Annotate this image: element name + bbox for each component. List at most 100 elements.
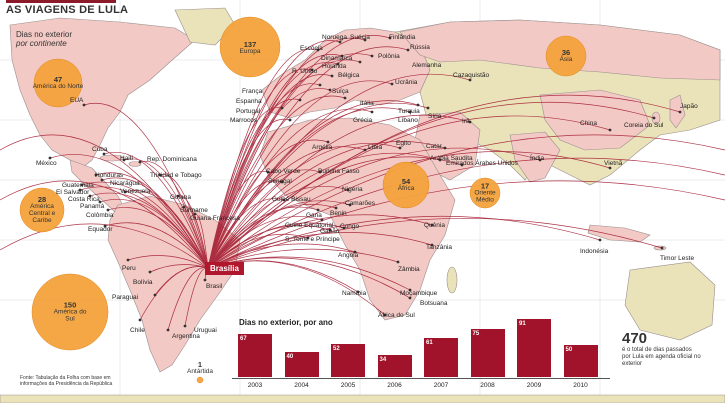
country-dot — [126, 258, 130, 262]
chart-bar — [563, 345, 598, 377]
chart-year-label: 2008 — [480, 382, 495, 389]
country-dot — [266, 170, 270, 174]
country-label: Rússia — [410, 44, 430, 51]
country-dot — [88, 194, 92, 198]
chart-bar — [424, 338, 458, 377]
country-label: Egito — [396, 140, 411, 147]
route-line — [124, 190, 209, 269]
legend-heading: Dias no exterior por continente — [16, 30, 72, 48]
country-dot — [282, 198, 286, 202]
route-line — [207, 108, 373, 269]
south-america-landmass — [107, 195, 241, 373]
country-dot — [336, 62, 340, 66]
country-dot — [123, 190, 127, 194]
country-dot — [122, 158, 126, 162]
chart-year-label: 2009 — [526, 382, 542, 389]
chart-year-label: 2007 — [433, 382, 449, 389]
country-label: Emirados Árabes Unidos — [446, 160, 518, 167]
hispaniola-landmass — [128, 161, 142, 167]
country-dot — [158, 173, 162, 177]
country-label: Colômbia — [86, 212, 114, 219]
route-line — [83, 103, 209, 269]
country-label: Suriname — [180, 207, 208, 214]
country-dot — [80, 183, 84, 187]
country-label: Holanda — [322, 63, 347, 70]
country-dot — [103, 224, 107, 228]
country-dot — [100, 178, 104, 182]
country-dot — [408, 110, 412, 114]
route-line — [207, 146, 366, 269]
route-line — [207, 53, 373, 269]
country-dot — [148, 270, 152, 274]
country-dot — [438, 158, 442, 162]
chart-year-label: 2010 — [573, 382, 588, 389]
country-label: Argélia — [312, 144, 333, 151]
route-line — [139, 160, 209, 269]
country-label: Índia — [530, 155, 545, 162]
country-dot — [388, 36, 392, 40]
country-dot — [443, 146, 447, 150]
country-label: Catar — [426, 143, 442, 150]
country-label: México — [36, 160, 57, 167]
country-label: Indonésia — [580, 248, 609, 255]
route-line — [127, 255, 209, 269]
country-label: Chile — [130, 327, 145, 334]
country-label: Tanzânia — [426, 244, 453, 251]
country-label: Nicarágua — [110, 180, 140, 187]
route-line — [207, 107, 411, 269]
chart-bar-value: 91 — [519, 321, 526, 327]
country-label: Senegal — [268, 178, 292, 185]
route-line — [104, 222, 209, 269]
bubble-label-middle-east: 17 Oriente Médio — [474, 181, 496, 204]
country-dot — [328, 88, 332, 92]
country-label: Uruguai — [194, 327, 217, 334]
country-dot — [460, 163, 464, 167]
india-region — [509, 131, 561, 183]
country-label: Gabão — [320, 228, 340, 235]
bubble-label-south-america: 150 América do Sul — [53, 300, 87, 323]
country-label: Venezuela — [120, 188, 151, 195]
route-line — [207, 216, 323, 269]
bubble-asia — [545, 35, 587, 77]
route-line — [207, 118, 291, 269]
country-label: Bolívia — [133, 279, 153, 286]
country-label: R. Unido — [292, 68, 318, 75]
route-line — [207, 46, 409, 269]
chart-year-label: 2003 — [247, 382, 263, 389]
route-line — [207, 114, 471, 269]
country-dot — [598, 238, 602, 242]
country-label: Grécia — [353, 117, 373, 124]
country-label: Escócia — [300, 45, 323, 52]
country-label: S. Tomé e Príncipe — [285, 236, 340, 243]
route-line — [49, 154, 209, 269]
country-label: Nigéria — [342, 186, 363, 193]
country-dot — [102, 152, 106, 156]
country-label: Equador — [88, 226, 113, 233]
chart-bar — [238, 334, 272, 377]
route-line — [207, 233, 309, 269]
north-america-landmass — [9, 17, 196, 169]
route-line — [207, 95, 346, 269]
route-line — [123, 158, 209, 269]
country-dot — [320, 218, 324, 222]
total-days-value: 470 — [622, 330, 648, 347]
route-line — [207, 180, 283, 269]
bubble-north-america — [33, 58, 83, 108]
bubble-middle-east — [469, 177, 501, 209]
route-line — [207, 214, 433, 269]
country-dot — [363, 148, 367, 152]
country-label: Bélgica — [338, 72, 360, 79]
country-label: Costa Rica — [68, 196, 100, 203]
country-label: Zâmbia — [398, 266, 420, 273]
brasilia-label: Brasília — [205, 262, 244, 275]
route-line — [207, 74, 333, 269]
country-label: Polônia — [378, 53, 400, 60]
route-line — [207, 141, 446, 269]
bubble-europe — [219, 16, 281, 78]
source-line-1: Fonte: Tabulação da Folha com base em — [20, 375, 111, 381]
country-label: Quênia — [424, 222, 445, 229]
antarctica-landmass — [0, 394, 725, 403]
chart-bar — [331, 343, 365, 377]
country-label: Guiné Equatorial — [285, 222, 334, 229]
country-dot — [203, 278, 207, 282]
